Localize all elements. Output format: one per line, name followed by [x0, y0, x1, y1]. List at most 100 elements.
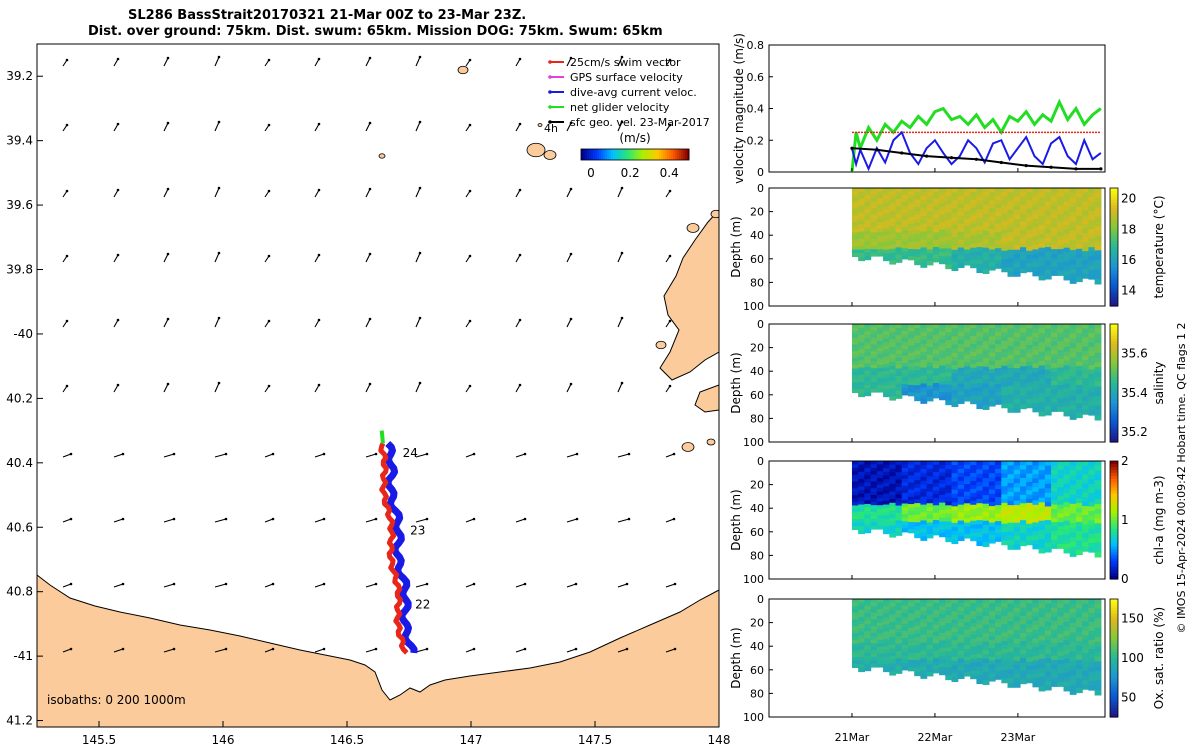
heatmap-cell-temperature: [920, 215, 928, 221]
heatmap-cell-temperature: [951, 212, 959, 218]
heatmap-cell-chla: [1007, 496, 1015, 502]
colorbar-cell-temperature: [1110, 264, 1118, 269]
heatmap-cell-chla: [951, 473, 959, 479]
heatmap-cell-temperature: [883, 242, 890, 247]
heatmap-cell-salinity: [939, 335, 946, 340]
heatmap-cell-oxygen: [876, 663, 884, 668]
heatmap-cell-oxygen: [1044, 635, 1052, 641]
heatmap-cell-salinity: [895, 324, 903, 329]
heatmap-cell-temperature: [1038, 197, 1046, 203]
heatmap-cell-temperature: [926, 260, 934, 266]
heatmap-cell-salinity: [895, 342, 903, 347]
heatmap-cell-temperature: [939, 188, 946, 193]
heatmap-cell-salinity: [864, 352, 872, 357]
geo-vector-head: [472, 582, 476, 586]
heatmap-cell-temperature: [1001, 225, 1009, 231]
map-colorbar-cell: [675, 149, 678, 160]
geo-vector-head: [575, 517, 579, 521]
heatmap-cell-chla: [1094, 470, 1102, 476]
geo-vector-head: [69, 647, 73, 651]
heatmap-cell-temperature: [982, 269, 990, 274]
heatmap-cell-chla: [858, 526, 866, 531]
heatmap-cell-chla: [951, 498, 959, 503]
heatmap-cell-temperature: [1057, 218, 1065, 224]
heatmap-cell-chla: [889, 533, 897, 538]
heatmap-cell-oxygen: [914, 625, 922, 631]
heatmap-cell-chla: [920, 472, 928, 478]
heatmap-cell-temperature: [939, 248, 946, 253]
heatmap-cell-salinity: [963, 331, 971, 337]
heatmap-cell-oxygen: [920, 622, 928, 628]
heatmap-cell-temperature: [901, 248, 909, 253]
heatmap-cell-salinity: [932, 346, 940, 351]
heatmap-cell-oxygen: [1007, 647, 1015, 653]
heatmap-cell-salinity: [920, 331, 928, 337]
heatmap-cell-chla: [1038, 479, 1046, 485]
heatmap-cell-salinity: [851, 382, 859, 387]
heatmap-cell-temperature: [932, 235, 940, 241]
heatmap-cell-temperature: [883, 256, 890, 262]
heatmap-cell-salinity: [970, 335, 978, 341]
heatmap-cell-salinity: [1057, 372, 1065, 377]
heatmap-cell-oxygen: [1044, 680, 1052, 686]
heatmap-cell-temperature: [1069, 192, 1077, 199]
heatmap-cell-temperature: [932, 232, 940, 237]
heatmap-cell-temperature: [1082, 210, 1090, 216]
heatmap-cell-salinity: [1082, 337, 1090, 343]
heatmap-cell-salinity: [970, 347, 978, 353]
heatmap-cell-salinity: [995, 356, 1002, 361]
heatmap-cell-salinity: [858, 363, 866, 369]
heatmap-cell-temperature: [864, 248, 872, 254]
heatmap-cell-oxygen: [1057, 660, 1065, 666]
heatmap-cell-chla: [1019, 532, 1027, 538]
heatmap-cell-oxygen: [889, 636, 897, 642]
heatmap-cell-oxygen: [976, 607, 984, 613]
heatmap-cell-chla: [876, 494, 884, 499]
heatmap-cell-oxygen: [1094, 627, 1102, 634]
heatmap-cell-salinity: [883, 360, 890, 365]
heatmap-cell-oxygen: [1057, 681, 1065, 687]
heatmap-cell-salinity: [963, 385, 971, 390]
heatmap-cell-chla: [1051, 474, 1058, 480]
heatmap-cell-salinity: [901, 359, 909, 364]
heatmap-cell-salinity: [1038, 351, 1046, 357]
colorbar-cell-temperature: [1110, 226, 1118, 230]
heatmap-cell-temperature: [976, 196, 984, 202]
heatmap-cell-temperature: [1044, 192, 1052, 198]
heatmap-cell-temperature: [851, 229, 859, 234]
colorbar-cell-temperature: [1110, 205, 1118, 210]
heatmap-cell-oxygen: [920, 638, 928, 644]
heatmap-cell-chla: [926, 461, 934, 466]
heatmap-cell-chla: [858, 529, 866, 535]
heatmap-cell-oxygen: [914, 648, 922, 654]
heatmap-cell-temperature: [1057, 262, 1065, 268]
colorbar-cell-temperature: [1110, 273, 1118, 278]
heatmap-cell-temperature: [876, 242, 884, 247]
heatmap-cell-oxygen: [1013, 647, 1021, 653]
heatmap-cell-oxygen: [1007, 612, 1015, 618]
heatmap-cell-chla: [1013, 527, 1021, 533]
heatmap-cell-chla: [914, 506, 922, 512]
heatmap-cell-oxygen: [1063, 621, 1071, 628]
colorbar-cell-salinity: [1110, 421, 1118, 425]
heatmap-cell-oxygen: [939, 633, 946, 638]
heatmap-cell-salinity: [1026, 324, 1034, 329]
heatmap-cell-salinity: [988, 340, 996, 346]
heatmap-cell-temperature: [1032, 223, 1040, 229]
colorbar-cell-oxygen: [1110, 699, 1118, 703]
heatmap-cell-temperature: [876, 198, 884, 203]
heatmap-cell-oxygen: [901, 602, 909, 607]
heatmap-cell-chla: [1088, 488, 1096, 494]
heatmap-cell-temperature: [988, 233, 996, 238]
heatmap-cell-chla: [876, 508, 884, 513]
heatmap-cell-temperature: [914, 222, 922, 227]
heatmap-cell-salinity: [988, 373, 996, 378]
heatmap-cell-salinity: [895, 353, 903, 359]
heatmap-cell-salinity: [1032, 324, 1040, 329]
heatmap-cell-oxygen: [1013, 634, 1021, 640]
heatmap-cell-chla: [1013, 487, 1021, 493]
heatmap-cell-temperature: [914, 214, 922, 220]
heatmap-cell-oxygen: [995, 619, 1002, 624]
heatmap-cell-chla: [951, 526, 959, 532]
heatmap-cell-chla: [976, 511, 984, 517]
